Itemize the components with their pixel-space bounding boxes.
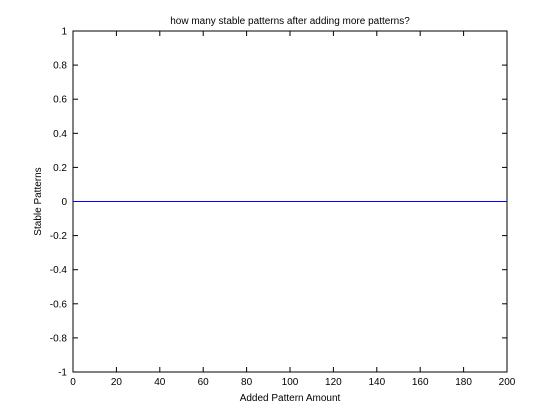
x-tick-label: 180 [455,377,472,388]
y-tick-label: 0.2 [53,163,67,174]
x-axis-ticks: 0 20 40 60 80 100 120 140 160 180 200 [70,31,516,388]
x-tick-label: 20 [111,377,123,388]
y-tick-label: -0.4 [50,265,68,276]
x-tick-label: 40 [154,377,166,388]
y-tick-label: 0.8 [53,61,67,72]
x-tick-label: 140 [368,377,385,388]
y-tick-label: 0.6 [53,95,67,106]
x-tick-label: 120 [325,377,342,388]
chart-title: how many stable patterns after adding mo… [170,16,410,27]
x-tick-label: 60 [198,377,210,388]
y-tick-label: -1 [58,368,67,379]
y-axis-label: Stable Patterns [33,167,44,235]
y-tick-label: 1 [61,27,67,38]
plot-area: 0 20 40 60 80 100 120 140 160 180 200 -1 -0.8 -0.6 -0… [50,27,516,389]
y-tick-label: 0 [61,197,67,208]
y-tick-label: -0.2 [50,231,68,242]
x-tick-label: 100 [282,377,299,388]
y-tick-label: -0.8 [50,333,68,344]
x-axis-label: Added Pattern Amount [240,393,341,404]
x-tick-label: 160 [412,377,429,388]
x-tick-label: 200 [499,377,516,388]
x-tick-label: 80 [241,377,253,388]
x-tick-label: 0 [70,377,76,388]
y-tick-label: 0.4 [53,129,67,140]
y-tick-label: -0.6 [50,299,68,310]
y-axis-ticks: -1 -0.8 -0.6 -0.4 -0.2 0 0.2 0.4 0.6 0.8 1 [50,27,507,379]
